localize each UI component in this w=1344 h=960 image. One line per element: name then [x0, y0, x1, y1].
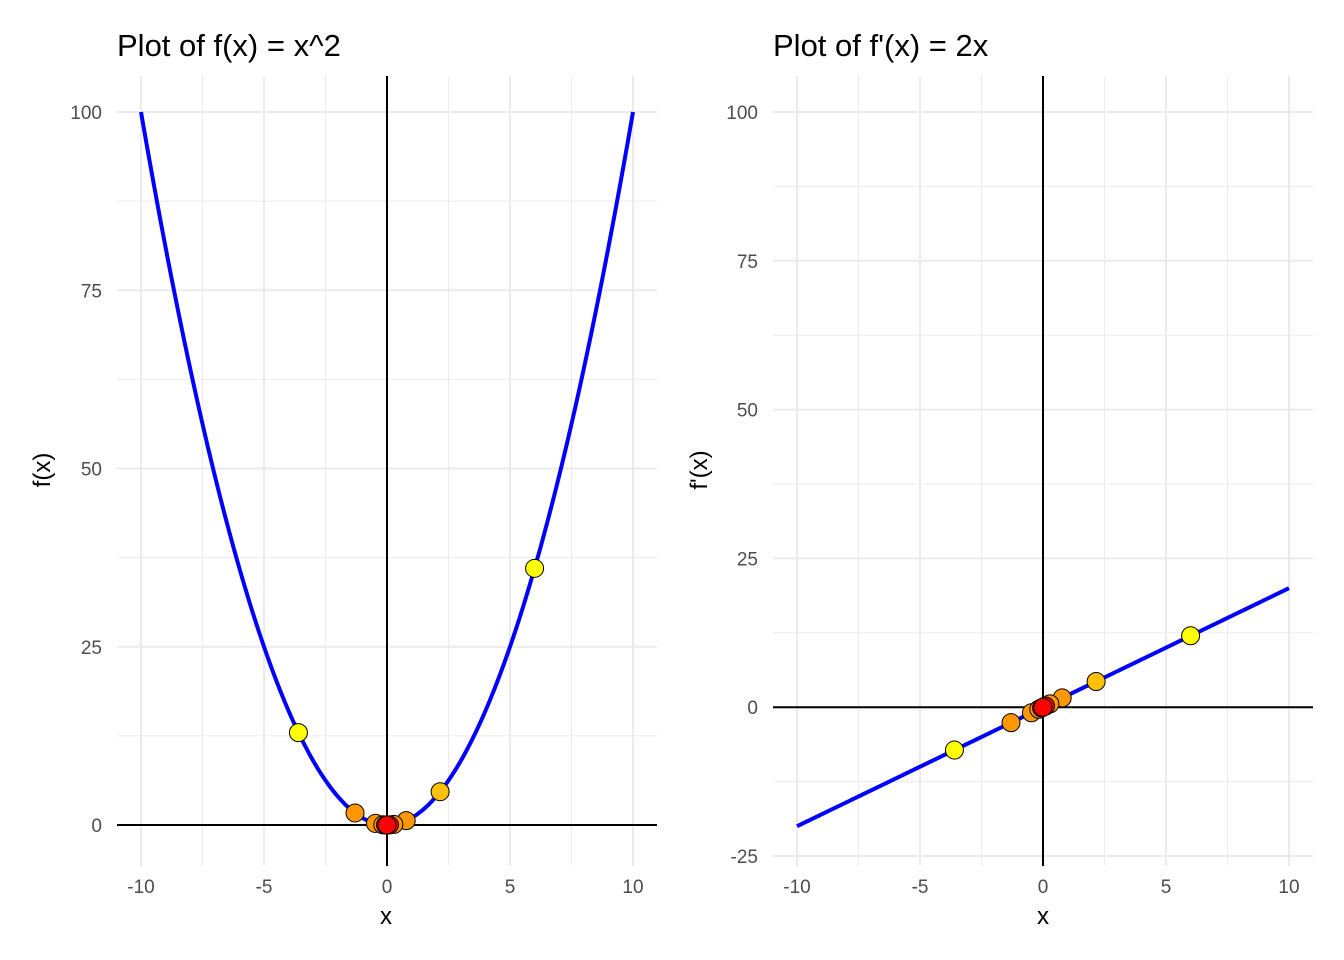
panel-f-of-x: Plot of f(x) = x^2 x f(x) -10 -5 0 5 10 0 25 5… [29, 28, 657, 930]
y-tick-label: 25 [81, 638, 102, 659]
x-tick-label: 5 [505, 877, 516, 898]
y-tick-label: 25 [737, 549, 758, 570]
axes [117, 76, 657, 866]
x-tick-label: 0 [1038, 877, 1049, 898]
x-tick-label: 0 [382, 877, 393, 898]
y-tick-label: 0 [91, 816, 102, 837]
chart-title: Plot of f'(x) = 2x [773, 28, 989, 63]
x-axis-label: x [1037, 903, 1049, 930]
data-point [345, 803, 365, 823]
y-tick-label: 75 [81, 281, 102, 302]
x-tick-label: 5 [1161, 877, 1172, 898]
data-point [1181, 626, 1201, 646]
x-ticks: -10 -5 0 5 10 [783, 877, 1299, 898]
data-point [1001, 713, 1021, 733]
x-tick-label: -5 [912, 877, 929, 898]
data-point [288, 723, 308, 743]
x-tick-label: 10 [1278, 877, 1299, 898]
x-tick-label: 10 [622, 877, 643, 898]
y-tick-label: 100 [70, 103, 102, 124]
x-axis-label: x [380, 903, 392, 930]
x-tick-label: -10 [783, 877, 810, 898]
data-point [430, 782, 450, 802]
y-ticks: -25 0 25 50 75 100 [726, 103, 758, 868]
data-point [377, 815, 397, 835]
x-tick-label: -10 [127, 877, 154, 898]
panel-f-prime-of-x: Plot of f'(x) = 2x x f'(x) -10 -5 0 5 10 -25… [686, 28, 1313, 930]
points [944, 626, 1201, 760]
chart-title: Plot of f(x) = x^2 [117, 28, 341, 63]
y-tick-label: 50 [737, 401, 758, 422]
y-axis-label: f'(x) [686, 450, 713, 489]
y-ticks: 0 25 50 75 100 [70, 103, 102, 837]
y-tick-label: -25 [731, 847, 758, 868]
y-tick-label: 100 [726, 103, 758, 124]
data-point [1086, 671, 1106, 691]
data-point [1033, 697, 1053, 717]
y-tick-label: 0 [747, 698, 758, 719]
y-axis-label: f(x) [29, 453, 56, 488]
y-tick-label: 75 [737, 252, 758, 273]
x-tick-label: -5 [256, 877, 273, 898]
data-point [944, 740, 964, 760]
axes [773, 76, 1313, 866]
points [288, 558, 545, 835]
y-tick-label: 50 [81, 460, 102, 481]
data-point [525, 558, 545, 578]
x-ticks: -10 -5 0 5 10 [127, 877, 643, 898]
